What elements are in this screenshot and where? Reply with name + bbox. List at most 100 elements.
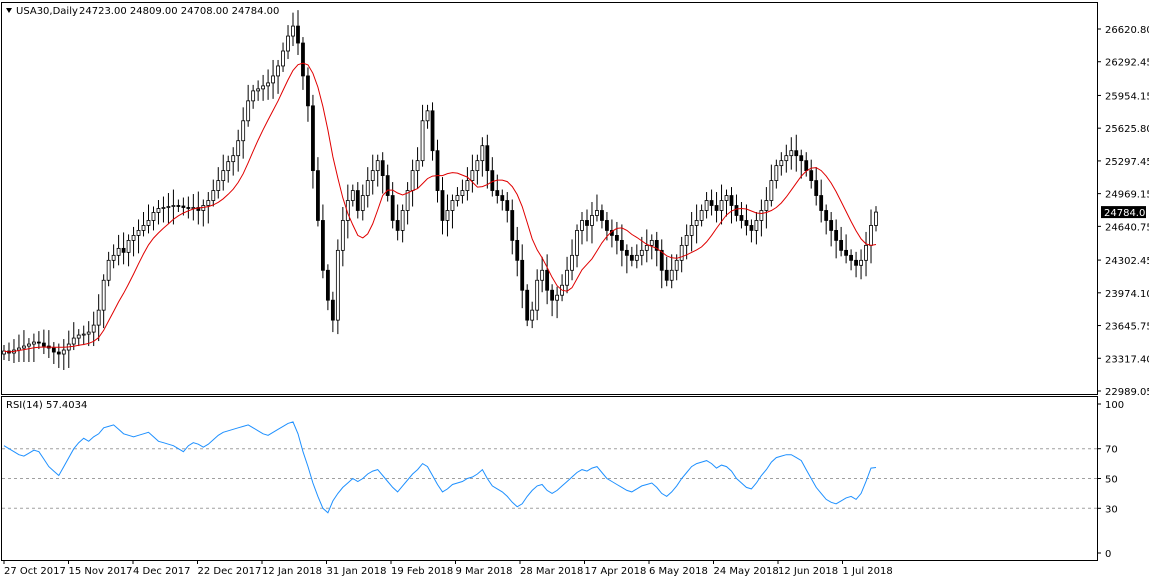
price-tick-label: 25954.15 bbox=[1105, 91, 1149, 102]
candle-bear bbox=[181, 205, 186, 208]
candle-bull bbox=[784, 155, 789, 162]
candle-bull bbox=[360, 195, 365, 211]
price-tick-label: 23974.10 bbox=[1105, 289, 1149, 300]
candle-bear bbox=[824, 210, 829, 221]
candle-bull bbox=[141, 225, 146, 231]
time-tick-label: 12 Jan 2018 bbox=[262, 566, 322, 577]
price-tick-label: 22989.05 bbox=[1105, 387, 1149, 398]
rsi-tick-label: 50 bbox=[1105, 475, 1118, 486]
candle-bear bbox=[550, 289, 555, 301]
time-tick-label: 19 Feb 2018 bbox=[391, 566, 453, 577]
candle-bull bbox=[669, 269, 674, 281]
candle-bull bbox=[101, 279, 106, 311]
candle-bull bbox=[874, 211, 878, 226]
candle-bear bbox=[321, 220, 325, 271]
candle-bear bbox=[844, 249, 849, 256]
candle-bull bbox=[365, 180, 370, 196]
candle-bull bbox=[216, 180, 221, 191]
candle-bear bbox=[485, 145, 490, 172]
candle-bear bbox=[819, 195, 824, 211]
current-price-marker bbox=[1101, 206, 1146, 219]
candle-bull bbox=[71, 337, 76, 345]
candle-bull bbox=[719, 200, 724, 211]
candle-bull bbox=[61, 349, 66, 355]
rsi-tick-label: 30 bbox=[1105, 504, 1118, 515]
candle-bull bbox=[81, 333, 86, 336]
candle-bull bbox=[340, 220, 345, 251]
candle-bear bbox=[311, 105, 315, 172]
candle-bull bbox=[530, 309, 535, 321]
time-tick-label: 9 Mar 2018 bbox=[456, 566, 513, 577]
candle-bull bbox=[649, 239, 654, 246]
candle-bear bbox=[659, 249, 664, 271]
candle-bull bbox=[131, 235, 136, 241]
candle-bull bbox=[151, 212, 156, 221]
candle-bear bbox=[306, 75, 310, 107]
candle-bull bbox=[375, 160, 380, 172]
candle-bull bbox=[111, 254, 116, 261]
price-tick-label: 25625.80 bbox=[1105, 124, 1149, 135]
candle-bull bbox=[864, 244, 868, 261]
price-tick-label: 23317.40 bbox=[1105, 354, 1149, 365]
candle-bull bbox=[415, 160, 420, 172]
candle-bull bbox=[724, 195, 729, 201]
candle-bull bbox=[679, 244, 684, 261]
time-tick-label: 24 May 2018 bbox=[714, 566, 779, 577]
candle-bear bbox=[495, 190, 500, 196]
candle-bull bbox=[774, 165, 779, 181]
candle-bull bbox=[106, 259, 111, 281]
candle-bull bbox=[445, 210, 450, 221]
candle-bear bbox=[654, 239, 659, 251]
price-tick-label: 26620.80 bbox=[1105, 25, 1149, 36]
candle-bear bbox=[430, 110, 435, 152]
candle-bull bbox=[261, 85, 266, 90]
candle-bull bbox=[465, 180, 470, 191]
candle-bear bbox=[809, 170, 814, 181]
candle-bull bbox=[246, 100, 251, 122]
rsi-label: RSI(14) 57.4034 bbox=[6, 400, 87, 411]
candle-bear bbox=[854, 259, 858, 266]
time-axis: 27 Oct 2017 15 Nov 2017 4 Dec 2017 22 Dec 2… bbox=[3, 560, 893, 577]
candle-bull bbox=[400, 210, 405, 231]
rsi-tick-label: 0 bbox=[1105, 549, 1111, 560]
candle-bear bbox=[709, 200, 714, 206]
price-panel-frame bbox=[1, 2, 1098, 395]
candle-bear bbox=[664, 269, 669, 281]
candle-bear bbox=[41, 342, 46, 347]
candle-bull bbox=[420, 120, 425, 162]
candle-bull bbox=[116, 247, 121, 256]
candle-bull bbox=[126, 239, 131, 253]
candle-bear bbox=[121, 247, 126, 253]
candle-bull bbox=[345, 200, 350, 221]
candle-bear bbox=[614, 235, 619, 241]
candle-bear bbox=[296, 25, 300, 44]
candle-bear bbox=[829, 220, 834, 231]
candle-bear bbox=[629, 254, 634, 261]
time-tick-label: 17 Apr 2018 bbox=[585, 566, 647, 577]
time-tick-label: 27 Oct 2017 bbox=[4, 566, 66, 577]
candle-bull bbox=[226, 161, 231, 172]
price-tick-label: 24640.75 bbox=[1105, 222, 1149, 233]
candle-bear bbox=[585, 220, 589, 226]
candle-bear bbox=[500, 195, 505, 201]
candle-bull bbox=[256, 88, 261, 92]
candle-bull bbox=[405, 190, 410, 211]
candle-bear bbox=[186, 207, 191, 209]
triangle-down-icon[interactable] bbox=[6, 8, 12, 13]
time-tick-label: 22 Dec 2017 bbox=[198, 566, 262, 577]
candle-bull bbox=[17, 347, 21, 351]
time-tick-label: 1 Jul 2018 bbox=[843, 566, 893, 577]
candle-bear bbox=[749, 225, 754, 231]
candle-bull bbox=[540, 269, 545, 281]
candle-bull bbox=[91, 324, 96, 333]
candle-bull bbox=[241, 120, 246, 142]
candle-bull bbox=[570, 254, 574, 271]
candle-bull bbox=[689, 225, 694, 236]
candle-bull bbox=[206, 200, 211, 206]
candle-bear bbox=[734, 205, 739, 216]
candle-bear bbox=[744, 220, 749, 226]
candle-bull bbox=[470, 170, 475, 181]
candle-bear bbox=[525, 289, 530, 321]
candle-bull bbox=[779, 160, 784, 167]
